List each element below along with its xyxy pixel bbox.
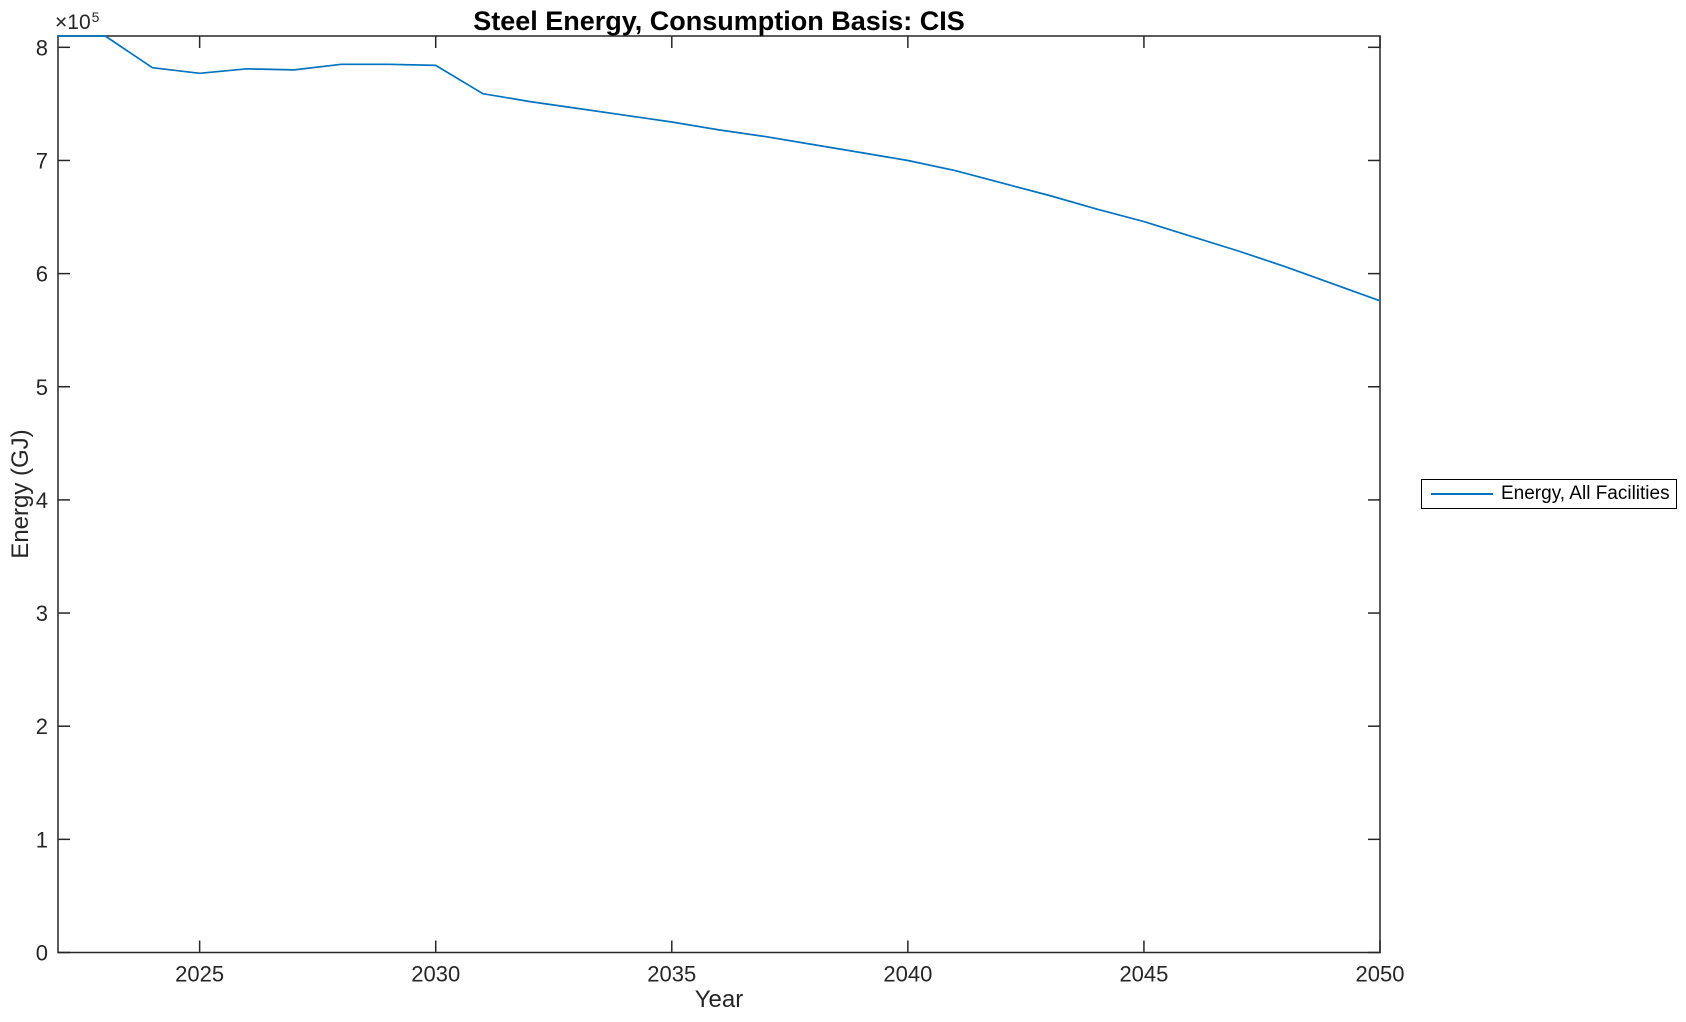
legend-box: Energy, All Facilities (1421, 479, 1677, 509)
y-tick-label: 6 (36, 262, 48, 287)
legend-line-sample (1431, 493, 1493, 495)
x-tick-label: 2045 (1119, 962, 1168, 987)
x-tick-label: 2030 (411, 962, 460, 987)
y-axis-label: Energy (GJ) (7, 429, 34, 559)
x-tick-label: 2050 (1356, 962, 1405, 987)
x-tick-label: 2040 (883, 962, 932, 987)
y-tick-label: 2 (36, 714, 48, 739)
y-axis-exponent-base: ×10 (55, 11, 91, 34)
y-tick-label: 0 (36, 941, 48, 966)
chart-title: Steel Energy, Consumption Basis: CIS (473, 6, 965, 36)
y-tick-label: 3 (36, 601, 48, 626)
y-axis-exponent-label: ×105 (55, 8, 100, 35)
plot-box (57, 35, 1381, 954)
x-tick-label: 2025 (175, 962, 224, 987)
y-tick-label: 8 (36, 35, 48, 60)
y-axis-exponent-power: 5 (91, 9, 100, 25)
legend-entry-label: Energy, All Facilities (1501, 483, 1670, 504)
y-tick-label: 5 (36, 375, 48, 400)
y-tick-label: 7 (36, 148, 48, 173)
x-axis-label: Year (694, 986, 744, 1013)
y-tick-label: 1 (36, 827, 48, 852)
y-tick-label: 4 (36, 488, 48, 513)
x-tick-label: 2035 (647, 962, 696, 987)
series-line-energy-all-facilities (58, 35, 1381, 302)
